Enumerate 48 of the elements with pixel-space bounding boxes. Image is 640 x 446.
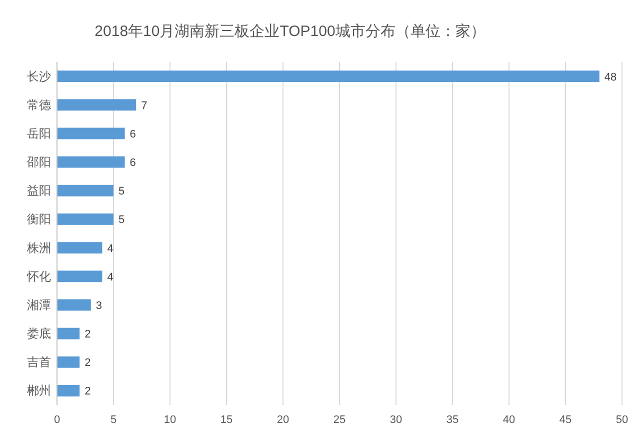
- data-label: 48: [604, 71, 617, 84]
- bar: [57, 356, 80, 368]
- data-label: 2: [84, 386, 91, 398]
- y-tick-label: 娄底: [27, 326, 51, 341]
- x-tick-label: 10: [164, 414, 176, 426]
- bar: [57, 156, 125, 168]
- data-label: 5: [118, 186, 125, 198]
- bar: [57, 184, 114, 196]
- x-tick-label: 50: [616, 414, 628, 426]
- bar: [57, 270, 102, 282]
- data-label: 4: [107, 242, 114, 255]
- y-tick-label: 郴州: [27, 384, 51, 398]
- bar: [57, 213, 114, 225]
- data-label: 7: [141, 100, 148, 112]
- bar: [57, 128, 125, 140]
- y-tick-label: 邵阳: [27, 155, 51, 170]
- data-label: 3: [96, 300, 102, 312]
- bar: [57, 99, 136, 111]
- y-tick-label: 怀化: [26, 269, 51, 284]
- data-label: 5: [118, 214, 125, 226]
- y-tick-label: 吉首: [27, 355, 51, 370]
- x-tick-label: 35: [446, 414, 459, 426]
- y-tick-label: 株洲: [26, 240, 51, 255]
- x-tick-label: 25: [333, 414, 346, 426]
- x-tick-label: 45: [559, 414, 572, 426]
- data-label: 6: [130, 128, 136, 140]
- y-tick-label: 衡阳: [27, 212, 51, 226]
- bar: [57, 242, 102, 254]
- chart-title: 2018年10月湖南新三板企业TOP100城市分布（单位：家）: [94, 23, 486, 40]
- y-tick-label: 常德: [27, 98, 51, 112]
- x-tick-label: 30: [390, 414, 402, 426]
- x-tick-label: 20: [276, 414, 290, 426]
- y-tick-label: 湘潭: [27, 298, 51, 312]
- x-tick-label: 0: [54, 414, 60, 426]
- data-label: 6: [130, 157, 136, 170]
- bar: [57, 299, 91, 311]
- bar: [57, 70, 600, 82]
- x-tick-label: 40: [502, 414, 516, 426]
- x-tick-label: 15: [220, 414, 233, 426]
- y-tick-label: 岳阳: [27, 126, 51, 140]
- bar: [57, 328, 80, 340]
- y-tick-label: 益阳: [27, 184, 51, 198]
- data-label: 4: [107, 271, 114, 284]
- bar: [57, 384, 80, 396]
- x-tick-label: 5: [110, 414, 117, 426]
- data-label: 2: [84, 328, 91, 341]
- data-label: 2: [84, 357, 91, 370]
- y-tick-label: 长沙: [27, 69, 51, 84]
